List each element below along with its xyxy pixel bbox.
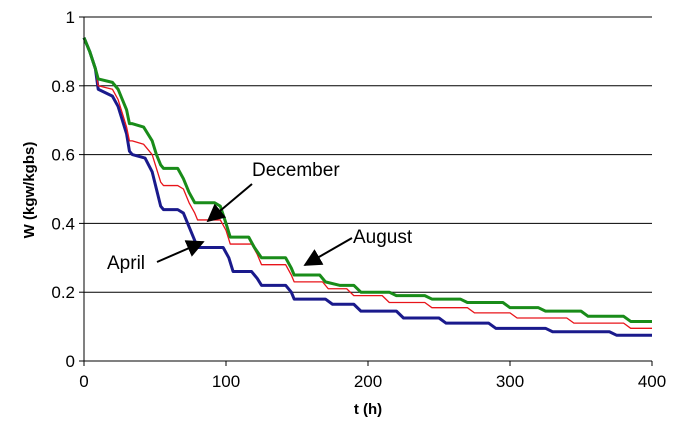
tick-labels: 0 0.2 0.4 0.6 0.8 1 0 100 200 300 400 xyxy=(51,8,666,391)
y-axis-title: W (kgw/kgbs) xyxy=(21,142,38,239)
annotation-december: December xyxy=(252,160,340,181)
series-line-april xyxy=(82,37,652,337)
annotations: December August April xyxy=(107,160,413,274)
series-line-august xyxy=(82,37,652,323)
series-line-december xyxy=(83,37,652,329)
x-axis-title: t (h) xyxy=(354,401,382,418)
annotation-april: April xyxy=(107,253,145,274)
axes xyxy=(79,16,653,366)
y-tick-label: 1 xyxy=(66,8,75,27)
gridlines xyxy=(84,16,652,293)
annotation-august: August xyxy=(353,227,413,248)
y-tick-label: 0.6 xyxy=(51,146,75,165)
y-tick-label: 0.4 xyxy=(51,214,75,233)
y-tick-label: 0 xyxy=(66,352,75,371)
x-tick-label: 100 xyxy=(212,372,240,391)
y-tick-label: 0.2 xyxy=(51,283,75,302)
series-lines xyxy=(82,37,652,337)
x-tick-label: 400 xyxy=(638,372,666,391)
x-tick-label: 0 xyxy=(79,372,88,391)
x-tick-label: 300 xyxy=(496,372,524,391)
annotation-august-arrow xyxy=(303,237,353,266)
annotation-december-arrow xyxy=(206,183,253,223)
y-tick-label: 0.8 xyxy=(51,77,75,96)
x-tick-label: 200 xyxy=(354,372,382,391)
annotation-april-arrow xyxy=(156,240,205,263)
